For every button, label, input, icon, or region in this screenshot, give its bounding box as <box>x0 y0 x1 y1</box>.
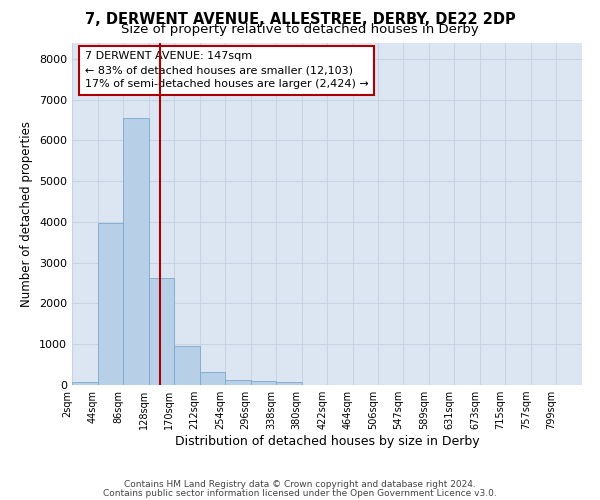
Text: Contains public sector information licensed under the Open Government Licence v3: Contains public sector information licen… <box>103 488 497 498</box>
Text: Contains HM Land Registry data © Crown copyright and database right 2024.: Contains HM Land Registry data © Crown c… <box>124 480 476 489</box>
Bar <box>225 380 251 385</box>
X-axis label: Distribution of detached houses by size in Derby: Distribution of detached houses by size … <box>175 435 479 448</box>
Bar <box>200 372 225 385</box>
Bar <box>123 118 149 385</box>
Bar <box>72 382 98 385</box>
Bar <box>174 346 200 385</box>
Y-axis label: Number of detached properties: Number of detached properties <box>20 120 34 306</box>
Bar <box>276 382 302 385</box>
Bar <box>98 222 123 385</box>
Text: 7 DERWENT AVENUE: 147sqm
← 83% of detached houses are smaller (12,103)
17% of se: 7 DERWENT AVENUE: 147sqm ← 83% of detach… <box>85 51 368 89</box>
Text: Size of property relative to detached houses in Derby: Size of property relative to detached ho… <box>121 22 479 36</box>
Text: 7, DERWENT AVENUE, ALLESTREE, DERBY, DE22 2DP: 7, DERWENT AVENUE, ALLESTREE, DERBY, DE2… <box>85 12 515 28</box>
Bar <box>149 278 174 385</box>
Bar <box>251 380 276 385</box>
